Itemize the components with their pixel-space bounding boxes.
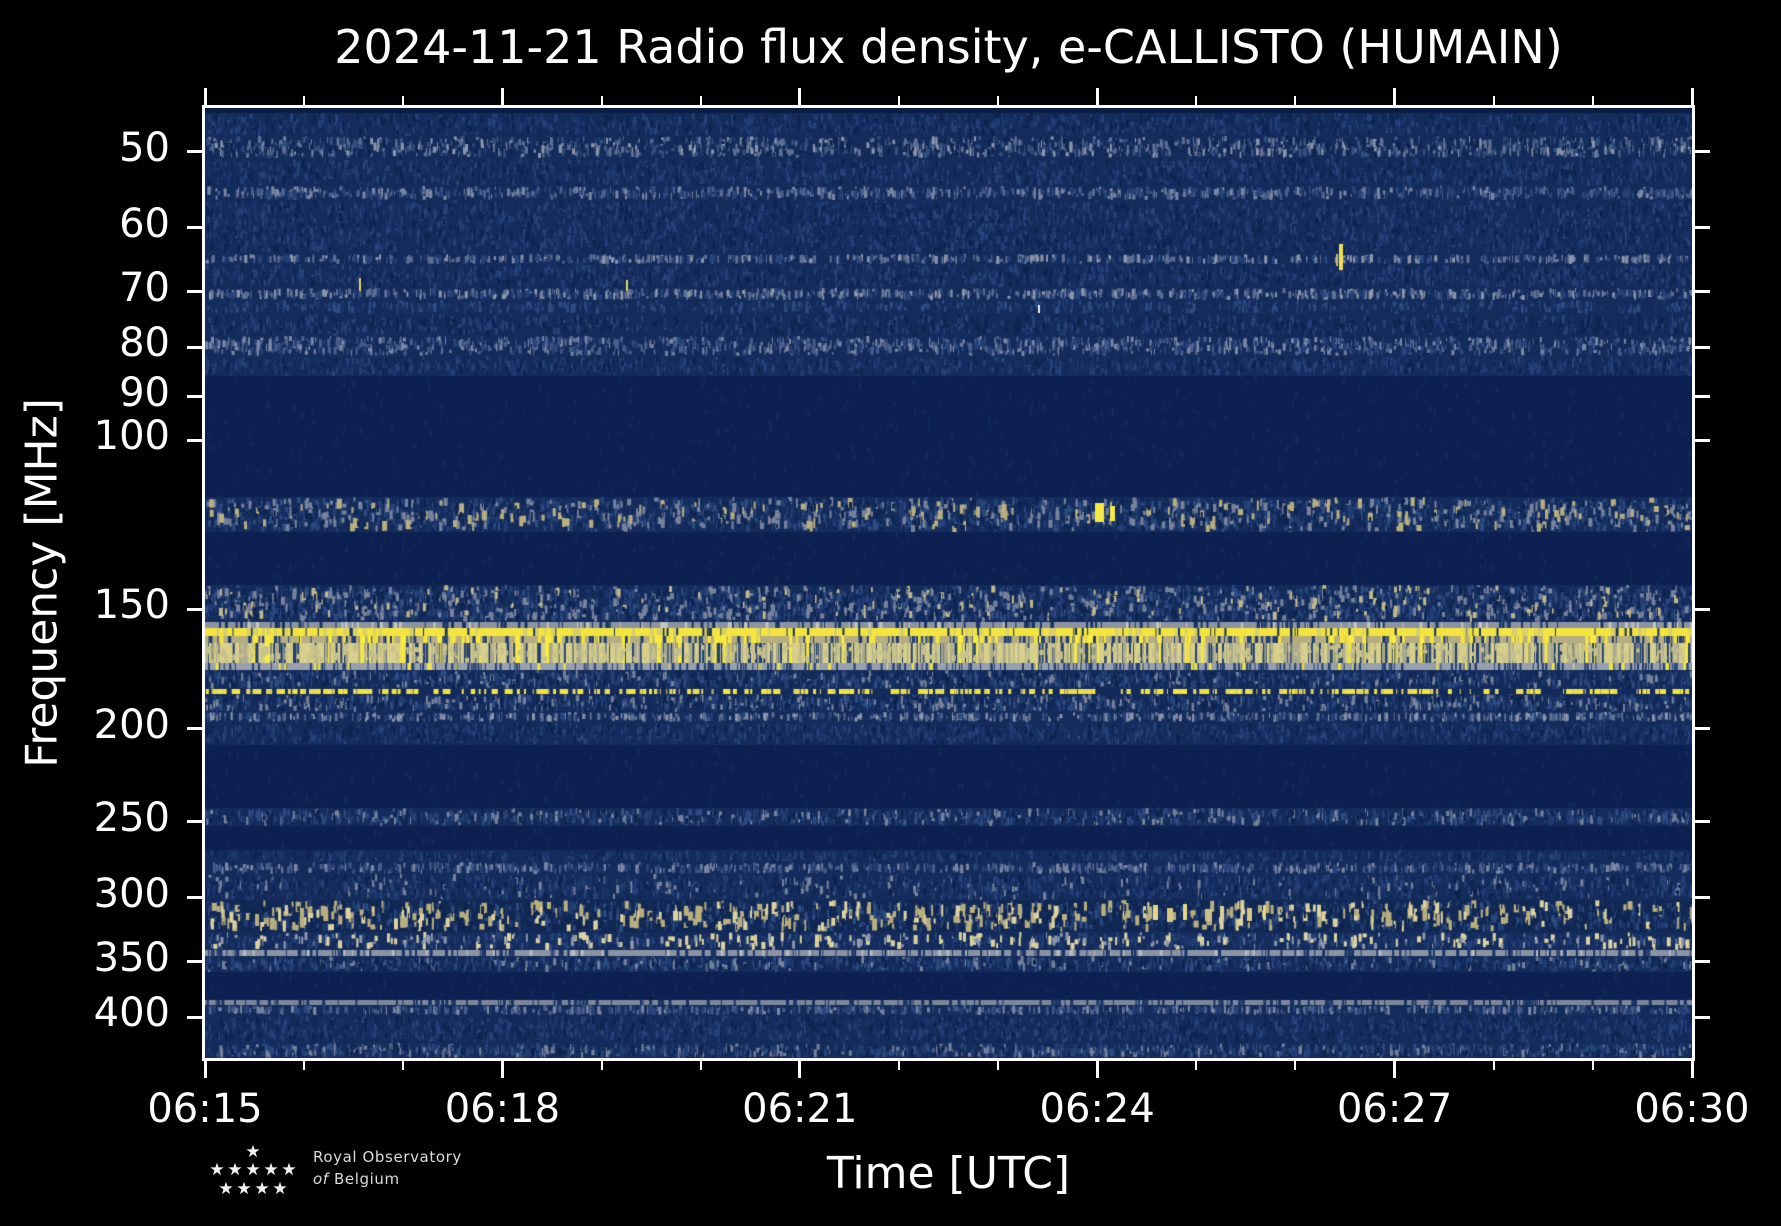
x-tick-top [500, 88, 504, 108]
x-tick-bottom [1393, 1058, 1397, 1078]
y-axis-label: Frequency [MHz] [16, 398, 68, 768]
y-tick-right [1692, 395, 1710, 398]
x-tick-top [1195, 96, 1198, 108]
x-tick-label: 06:15 [147, 1086, 263, 1132]
x-tick-label: 06:18 [444, 1086, 561, 1132]
y-tick-label: 300 [93, 870, 170, 917]
x-tick-top [1393, 88, 1397, 108]
star-icon: ★ [254, 1179, 270, 1199]
y-tick-left [187, 896, 205, 900]
x-tick-bottom [203, 1058, 207, 1078]
x-tick-label: 06:27 [1336, 1086, 1453, 1132]
y-tick-right [1692, 226, 1710, 230]
y-tick-label: 100 [93, 413, 170, 460]
y-tick-left [187, 290, 205, 294]
y-tick-right [1692, 345, 1710, 349]
x-tick-top [402, 96, 405, 108]
y-tick-left [187, 960, 205, 964]
y-tick-left [187, 395, 205, 398]
x-tick-bottom [699, 1058, 702, 1070]
y-tick-left [187, 345, 205, 349]
y-tick-right [1692, 150, 1710, 154]
star-icon: ★ [236, 1179, 252, 1199]
x-tick-bottom [1591, 1058, 1594, 1070]
x-tick-top [203, 88, 207, 108]
x-tick-top [897, 96, 900, 108]
star-icon: ★ [245, 1160, 261, 1180]
star-icon: ★ [263, 1160, 279, 1180]
y-tick-left [187, 727, 205, 731]
y-tick-label: 250 [93, 794, 170, 841]
y-tick-label: 150 [93, 582, 170, 629]
x-tick-bottom [402, 1058, 405, 1070]
x-tick-top [997, 96, 1000, 108]
x-tick-top [303, 96, 306, 108]
y-tick-label: 400 [93, 990, 170, 1037]
x-tick-bottom [798, 1058, 802, 1078]
x-tick-top [1294, 96, 1297, 108]
x-tick-label: 06:30 [1634, 1086, 1750, 1132]
y-tick-left [187, 607, 205, 611]
x-tick-bottom [997, 1058, 1000, 1070]
y-tick-label: 350 [93, 934, 170, 981]
star-icon: ★ [272, 1179, 288, 1199]
plot-frame [202, 105, 1695, 1061]
x-tick-top [1492, 96, 1495, 108]
rob-logo-text: Royal Observatory of Belgium [313, 1146, 462, 1190]
y-tick-left [187, 226, 205, 230]
y-tick-left [187, 820, 205, 824]
x-tick-top [1095, 88, 1099, 108]
y-tick-left [187, 150, 205, 154]
y-tick-right [1692, 896, 1710, 900]
y-tick-right [1692, 1015, 1710, 1019]
x-tick-bottom [303, 1058, 306, 1070]
y-tick-right [1692, 438, 1710, 442]
x-tick-top [1690, 88, 1694, 108]
y-tick-right [1692, 607, 1710, 611]
y-tick-label: 90 [119, 369, 170, 416]
x-tick-bottom [500, 1058, 504, 1078]
spectrogram-canvas [205, 108, 1692, 1058]
rob-logo-line1: Royal Observatory [313, 1148, 462, 1166]
x-tick-bottom [1690, 1058, 1694, 1078]
rob-logo-line2: of Belgium [313, 1170, 400, 1188]
x-tick-bottom [1095, 1058, 1099, 1078]
x-tick-bottom [1492, 1058, 1495, 1070]
y-tick-label: 60 [119, 200, 170, 247]
star-icon: ★ [218, 1179, 234, 1199]
y-tick-label: 80 [119, 320, 170, 367]
x-tick-bottom [1195, 1058, 1198, 1070]
x-tick-bottom [600, 1058, 603, 1070]
x-tick-top [1591, 96, 1594, 108]
x-tick-bottom [1294, 1058, 1297, 1070]
star-icon: ★ [281, 1160, 297, 1180]
x-tick-label: 06:21 [742, 1086, 858, 1132]
star-icon: ★ [245, 1142, 261, 1162]
x-axis-label: Time [UTC] [826, 1148, 1071, 1199]
y-tick-left [187, 1015, 205, 1019]
y-tick-right [1692, 727, 1710, 731]
x-tick-top [699, 96, 702, 108]
star-icon: ★ [227, 1160, 243, 1180]
y-tick-right [1692, 820, 1710, 824]
y-tick-label: 50 [119, 124, 170, 171]
star-icon: ★ [209, 1160, 225, 1180]
y-tick-right [1692, 960, 1710, 964]
y-tick-right [1692, 290, 1710, 294]
x-tick-top [600, 96, 603, 108]
chart-title: 2024-11-21 Radio flux density, e-CALLIST… [334, 20, 1563, 74]
y-tick-label: 70 [119, 264, 170, 311]
x-tick-top [798, 88, 802, 108]
x-tick-label: 06:24 [1039, 1086, 1155, 1132]
y-tick-left [187, 438, 205, 442]
x-tick-bottom [897, 1058, 900, 1070]
y-tick-label: 200 [93, 701, 170, 748]
